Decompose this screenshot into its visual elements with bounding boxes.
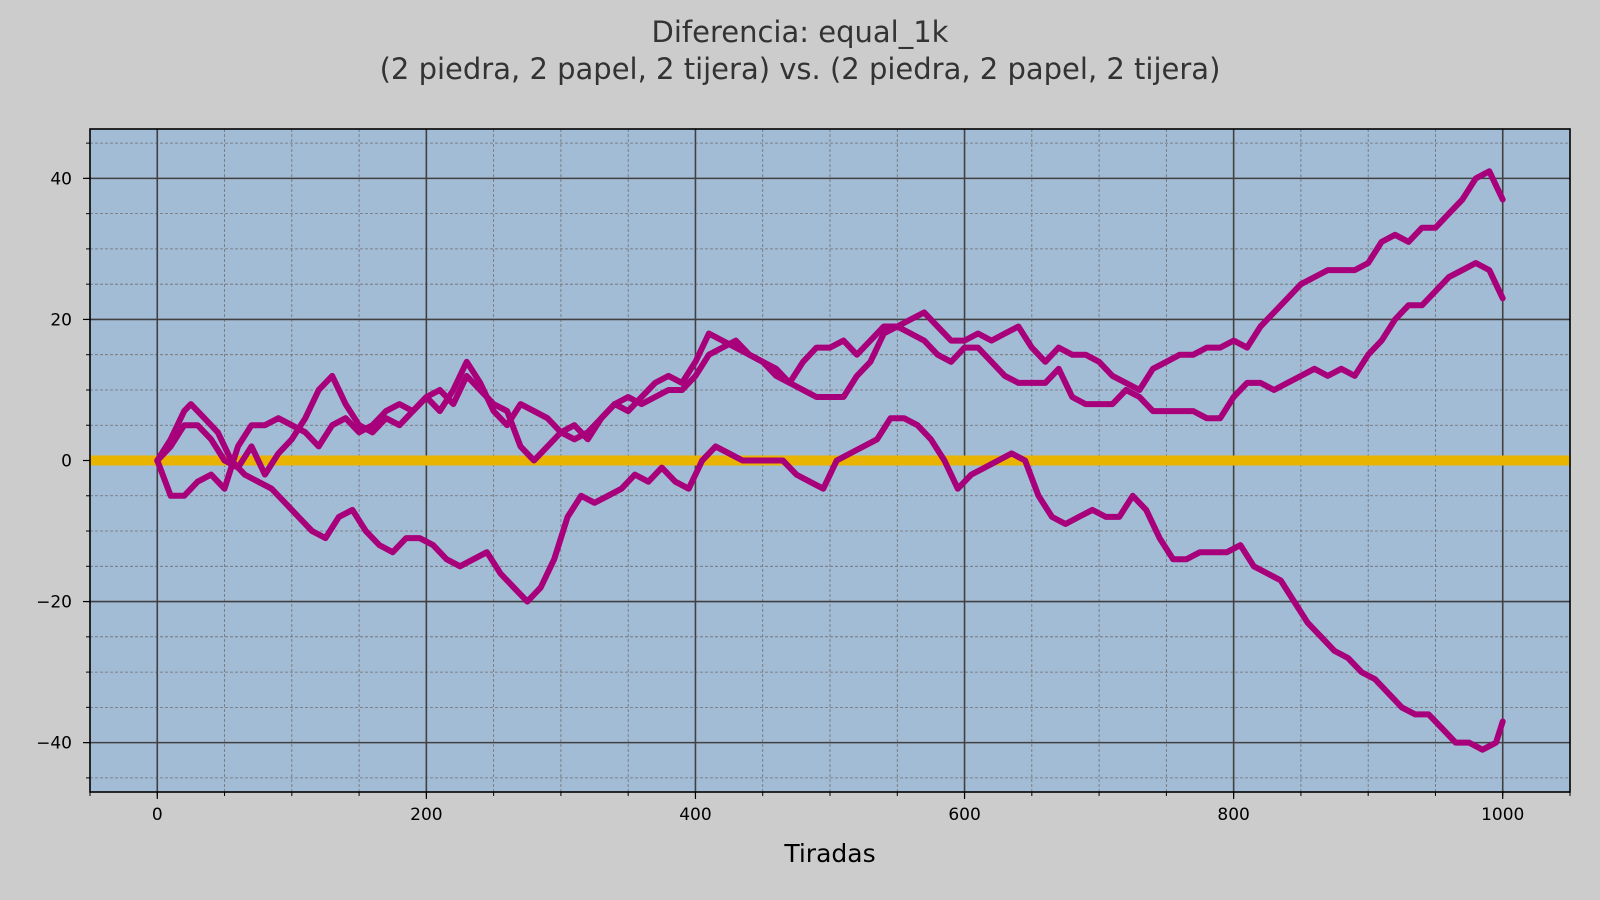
y-tick-label: 40 [50, 169, 72, 189]
x-tick-label: 0 [152, 805, 163, 825]
y-tick-label: 0 [61, 452, 72, 472]
chart-title: Diferencia: equal_1k [652, 15, 949, 49]
series-line-2 [154, 260, 1506, 499]
y-tick-label: 20 [50, 310, 72, 330]
x-tick-label: 800 [1217, 805, 1249, 825]
y-tick-label: −20 [36, 593, 72, 613]
ticks-layer: 0 200 400 600 800 1000 −40 −20 0 20 40 [36, 142, 1571, 825]
series-line-3 [154, 168, 1506, 478]
chart-subtitle: (2 piedra, 2 papel, 2 tijera) vs. (2 pie… [380, 52, 1221, 86]
series-line-1 [154, 401, 1506, 753]
x-tick-label: 200 [410, 805, 442, 825]
series-layer [154, 168, 1506, 753]
y-tick-label: −40 [36, 734, 72, 754]
x-tick-label: 1000 [1481, 805, 1524, 825]
x-tick-label: 600 [948, 805, 980, 825]
x-tick-label: 400 [679, 805, 711, 825]
x-axis-label: Tiradas [783, 839, 875, 868]
